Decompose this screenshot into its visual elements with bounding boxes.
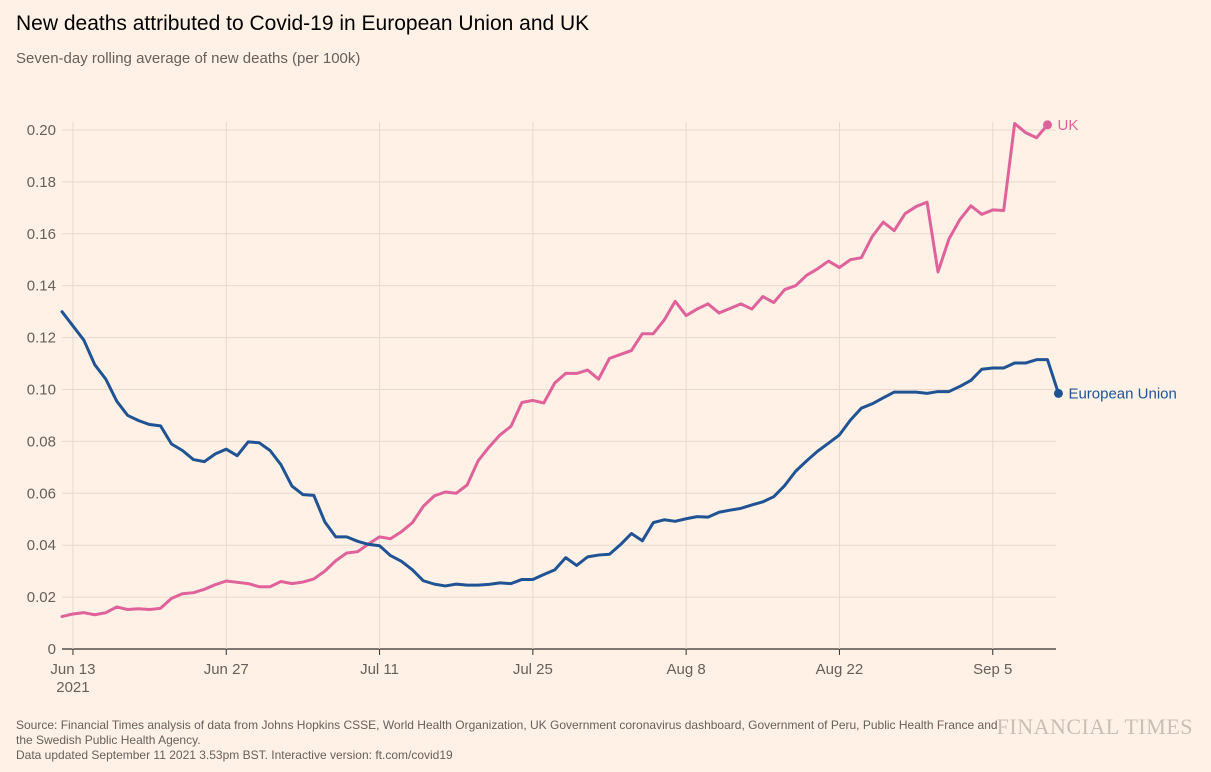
chart-subtitle: Seven-day rolling average of new deaths …	[16, 50, 361, 67]
series-line-european-union	[60, 310, 1060, 588]
series-endpoint-uk	[1043, 120, 1052, 130]
y-tick-label: 0.20	[27, 122, 56, 139]
series-label-european-union: European Union	[1068, 385, 1176, 402]
source-note: Source: Financial Times analysis of data…	[16, 718, 1001, 763]
y-tick-label: 0.14	[27, 278, 56, 295]
series-label-uk: UK	[1058, 117, 1079, 134]
y-tick-label: 0.16	[27, 226, 56, 243]
source-line: the Swedish Public Health Agency.	[16, 733, 201, 747]
series-endpoint-european-union	[1053, 388, 1063, 398]
chart-title: New deaths attributed to Covid-19 in Eur…	[16, 12, 590, 35]
x-tick-label: Jun 27	[204, 661, 249, 678]
line-chart: 0 0.02 0.04 0.06 0.08 0.10 0.12 0.14 0.16 0.18 0.2…	[27, 117, 1177, 696]
x-tick-sublabel: 2021	[56, 679, 89, 696]
y-tick-label: 0.04	[27, 537, 56, 554]
x-tick-label: Sep 5	[973, 661, 1012, 678]
y-tick-label: 0.06	[27, 485, 56, 502]
ft-logo: FINANCIAL TIMES	[996, 714, 1193, 739]
source-line: Source: Financial Times analysis of data…	[16, 718, 998, 732]
y-tick-label: 0.12	[27, 330, 56, 347]
x-tick-label: Jul 11	[360, 661, 399, 678]
y-tick-label: 0	[48, 641, 56, 658]
data-updated-line: Data updated September 11 2021 3.53pm BS…	[16, 748, 453, 762]
y-tick-label: 0.10	[27, 382, 56, 399]
x-tick-label: Jul 25	[513, 661, 553, 678]
x-tick-label: Jun 13	[50, 661, 95, 678]
y-tick-label: 0.18	[27, 174, 56, 191]
series-line-uk	[60, 122, 1049, 619]
y-tick-label: 0.02	[27, 589, 56, 606]
x-tick-label: Aug 8	[667, 661, 706, 678]
y-tick-label: 0.08	[27, 433, 56, 450]
x-tick-label: Aug 22	[816, 661, 864, 678]
